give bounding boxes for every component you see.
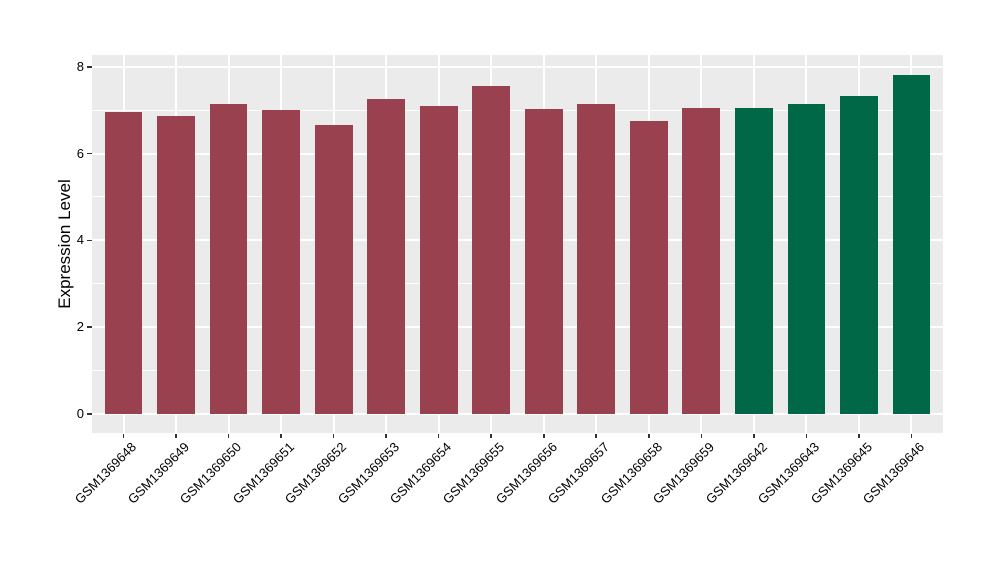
minor-gridline — [92, 109, 943, 111]
x-tick-mark — [490, 433, 493, 438]
bar-GSM1369643 — [787, 103, 826, 414]
minor-gridline — [92, 196, 943, 198]
major-gridline — [92, 326, 943, 329]
y-tick-mark — [87, 326, 92, 328]
x-tick-mark — [122, 433, 125, 438]
x-tick-mark — [753, 433, 755, 438]
y-tick-label: 8 — [76, 58, 84, 74]
y-tick-mark — [87, 239, 92, 242]
x-tick-mark — [175, 433, 177, 438]
x-tick-mark — [595, 433, 598, 438]
x-tick-mark — [385, 433, 387, 438]
minor-gridline — [92, 283, 943, 285]
x-tick-mark — [280, 433, 282, 438]
x-tick-mark — [805, 433, 808, 438]
bar-GSM1369651 — [262, 110, 300, 414]
bar-GSM1369657 — [577, 103, 616, 414]
bar-GSM1369659 — [682, 107, 721, 414]
y-tick-label: 4 — [76, 232, 84, 248]
x-tick-mark — [437, 433, 440, 438]
bar-GSM1369645 — [840, 95, 878, 414]
bar-GSM1369646 — [892, 75, 931, 414]
x-tick-mark — [227, 433, 230, 438]
plot-panel — [92, 55, 943, 433]
bar-GSM1369650 — [209, 103, 248, 414]
major-gridline — [92, 412, 943, 415]
bar-GSM1369649 — [157, 115, 195, 414]
y-tick-mark — [87, 413, 92, 415]
x-tick-mark — [858, 433, 860, 438]
x-tick-mark — [542, 433, 545, 438]
major-gridline — [92, 152, 943, 155]
x-tick-mark — [332, 433, 335, 438]
minor-gridline — [92, 370, 943, 372]
bar-GSM1369656 — [524, 108, 563, 414]
bar-GSM1369648 — [104, 112, 143, 414]
bar-GSM1369652 — [314, 125, 353, 414]
x-tick-mark — [910, 433, 913, 438]
bar-GSM1369642 — [734, 107, 773, 414]
x-tick-mark — [648, 433, 650, 438]
bar-GSM1369658 — [629, 120, 668, 414]
major-gridline — [92, 239, 943, 242]
bar-GSM1369653 — [367, 99, 406, 414]
y-tick-mark — [87, 152, 92, 155]
y-tick-label: 6 — [76, 145, 84, 161]
y-tick-label: 2 — [76, 319, 84, 335]
x-tick-mark — [700, 433, 703, 438]
bar-GSM1369654 — [419, 105, 458, 414]
y-tick-mark — [87, 65, 92, 68]
bar-GSM1369655 — [472, 86, 511, 414]
y-tick-label: 0 — [76, 405, 84, 421]
major-gridline — [92, 65, 943, 68]
